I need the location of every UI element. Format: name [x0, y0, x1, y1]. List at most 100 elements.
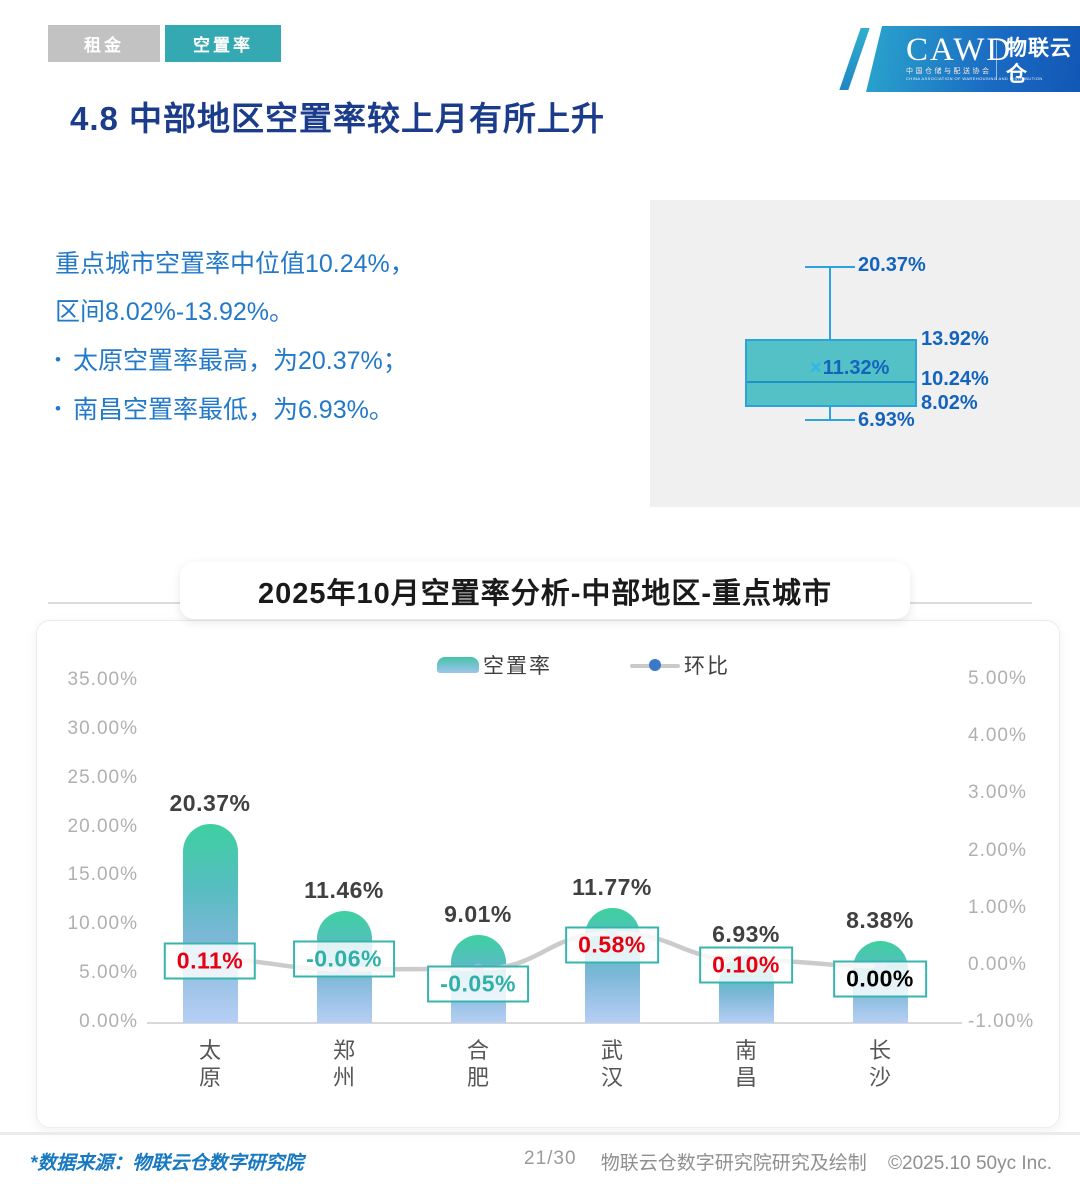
- mean-marker-icon: ×: [810, 357, 822, 379]
- left-axis-tick: 35.00%: [67, 669, 138, 690]
- summary-line-2: 区间8.02%-13.92%。: [55, 298, 295, 326]
- logo-slash-icon: [839, 28, 870, 90]
- boxplot-median-label: 10.24%: [921, 368, 989, 390]
- legend-label-mom: 环比: [684, 655, 730, 678]
- chart-legend: 空置率 环比: [437, 649, 730, 681]
- summary-bullet-2: • 南昌空置率最低，为6.93%。: [55, 385, 415, 434]
- right-axis-tick: 4.00%: [968, 725, 1027, 747]
- left-axis-tick: 25.00%: [67, 766, 138, 788]
- legend-dot: [649, 659, 661, 671]
- mom-change-label: 0.58%: [565, 926, 659, 964]
- boxplot-box: [745, 339, 917, 407]
- right-axis-tick: -1.00%: [968, 1011, 1035, 1033]
- page-title: 4.8 中部地区空置率较上月有所上升: [70, 100, 606, 137]
- cawd-wordmark: CAWD: [906, 32, 1013, 68]
- footer-credit: 物联云仓数字研究院研究及绘制 ©2025.10 50yc Inc.: [601, 1148, 1052, 1175]
- bar-value-label: 11.77%: [572, 873, 652, 900]
- legend-label-vacancy: 空置率: [483, 655, 552, 678]
- plot-area: 35.00% 30.00% 25.00% 20.00% 15.00% 10.00% 5.00…: [37, 621, 1061, 1129]
- x-axis-line: [147, 1022, 962, 1024]
- x-axis-category-label: 南 昌: [734, 1038, 757, 1090]
- right-axis-tick: 5.00%: [968, 668, 1027, 689]
- wlyc-english-letter: I: [1056, 96, 1059, 103]
- boxplot-whisker-top-stem: [829, 266, 831, 339]
- summary-line-1: 重点城市空置率中位值10.24%，: [55, 250, 415, 278]
- bar-swatch-icon: [437, 657, 479, 673]
- logo-divider: [996, 38, 997, 80]
- boxplot-q1-label: 8.02%: [921, 392, 978, 414]
- wlyc-english-name: WAREHOUSE IN CLOUD: [1006, 95, 1080, 105]
- footer-divider: [0, 1132, 1080, 1135]
- cawd-english-name: CHINA ASSOCIATION OF WAREHOUSING AND DIS…: [906, 76, 1043, 81]
- cawd-logo: CAWD 中国仓储与配送协会 CHINA ASSOCIATION OF WARE…: [906, 33, 1043, 82]
- chart-card: 空置率 环比 35.00% 30.00% 25.00% 20.00% 15.00% 10.…: [36, 620, 1060, 1128]
- summary-bullet-2-text: 南昌空置率最低，为6.93%。: [72, 396, 394, 424]
- left-axis-tick: 20.00%: [67, 815, 138, 837]
- left-axis-tick: 5.00%: [79, 962, 138, 984]
- tab-rent[interactable]: 租金: [48, 25, 160, 62]
- x-axis-category-label: 武 汉: [600, 1038, 623, 1090]
- tab-vacancy-rate[interactable]: 空置率: [165, 25, 281, 62]
- header-tabs: 租金 空置率: [48, 25, 281, 62]
- vacancy-bar: [182, 823, 238, 1023]
- boxplot-max-label: 20.37%: [858, 254, 926, 276]
- wlyc-text: 物联云仓: [1006, 37, 1072, 86]
- left-axis-tick: 15.00%: [67, 864, 138, 886]
- summary-block: 重点城市空置率中位值10.24%， 区间8.02%-13.92%。 • 太原空置率…: [55, 240, 415, 434]
- mom-change-label: -0.05%: [427, 965, 529, 1003]
- left-axis-tick: 10.00%: [67, 913, 138, 935]
- boxplot-median-line: [747, 381, 915, 383]
- left-axis-tick: 30.00%: [67, 717, 138, 739]
- wlyc-wordmark: 物联云仓: [1006, 36, 1080, 88]
- right-axis-tick: 2.00%: [968, 839, 1027, 861]
- line-swatch-icon: [630, 657, 680, 673]
- bar-value-label: 6.93%: [712, 921, 780, 948]
- cawd-chinese-name: 中国仓储与配送协会: [906, 68, 992, 75]
- copyright-text: ©2025.10 50yc Inc.: [888, 1153, 1052, 1174]
- bullet-icon: •: [55, 399, 61, 418]
- x-axis-category-label: 太 原: [198, 1038, 221, 1090]
- boxplot-whisker-bottom-cap: [805, 419, 855, 421]
- bullet-icon: •: [55, 350, 61, 369]
- legend-item-mom[interactable]: 环比: [630, 650, 730, 680]
- right-axis-tick: 0.00%: [968, 953, 1027, 975]
- boxplot-mean-value: 11.32%: [822, 357, 890, 379]
- wlyc-english-letter: LOUD: [1071, 96, 1080, 103]
- wlyc-english-letter: W: [1006, 96, 1013, 103]
- boxplot-min-label: 6.93%: [858, 409, 915, 431]
- data-source-note: *数据来源：物联云仓数字研究院: [30, 1153, 304, 1174]
- brand-logo: CAWD 中国仓储与配送协会 CHINA ASSOCIATION OF WARE…: [839, 26, 1080, 92]
- summary-bullet-1: • 太原空置率最高，为20.37%；: [55, 336, 415, 385]
- mom-change-label: -0.06%: [293, 940, 395, 978]
- right-axis-tick: 1.00%: [968, 896, 1027, 918]
- right-axis-tick: 3.00%: [968, 782, 1027, 804]
- boxplot-mean-label: ×11.32%: [810, 357, 889, 380]
- credit-text: 物联云仓数字研究院研究及绘制: [600, 1153, 867, 1174]
- mom-change-label: 0.10%: [699, 946, 793, 984]
- mom-change-label: 0.00%: [833, 960, 927, 998]
- boxplot-panel: 20.37% 13.92% ×11.32% 10.24% 8.02% 6.93%: [650, 200, 1080, 507]
- wlyc-english-letter: AREHOUSE: [1012, 96, 1057, 103]
- mom-line-chart: [204, 927, 886, 975]
- x-axis-category-label: 郑 州: [332, 1038, 355, 1090]
- boxplot-whisker-bottom-stem: [829, 407, 831, 420]
- x-axis-category-label: 合 肥: [466, 1038, 489, 1090]
- wlyc-english-letter: N: [1058, 96, 1065, 103]
- left-axis-tick: 0.00%: [79, 1010, 138, 1032]
- wlyc-logo: 物联云仓 WAREHOUSE IN CLOUD: [1006, 36, 1080, 105]
- chart-title: 2025年10月空置率分析-中部地区-重点城市: [180, 562, 910, 619]
- boxplot-q3-label: 13.92%: [921, 328, 989, 350]
- bar-value-label: 11.46%: [304, 877, 384, 904]
- summary-bullet-1-text: 太原空置率最高，为20.37%；: [72, 347, 408, 375]
- x-axis-category-label: 长 沙: [868, 1038, 891, 1090]
- mom-change-label: 0.11%: [163, 942, 257, 980]
- page-number: 21/30: [524, 1148, 577, 1169]
- bar-value-label: 8.38%: [846, 907, 914, 934]
- wlyc-english-letter: C: [1066, 96, 1072, 103]
- wlyc-english-letter: [1064, 96, 1066, 103]
- logo-banner: CAWD 中国仓储与配送协会 CHINA ASSOCIATION OF WARE…: [866, 26, 1080, 92]
- bar-value-label: 9.01%: [444, 900, 512, 927]
- legend-item-vacancy[interactable]: 空置率: [437, 650, 552, 680]
- bar-value-label: 20.37%: [169, 789, 251, 816]
